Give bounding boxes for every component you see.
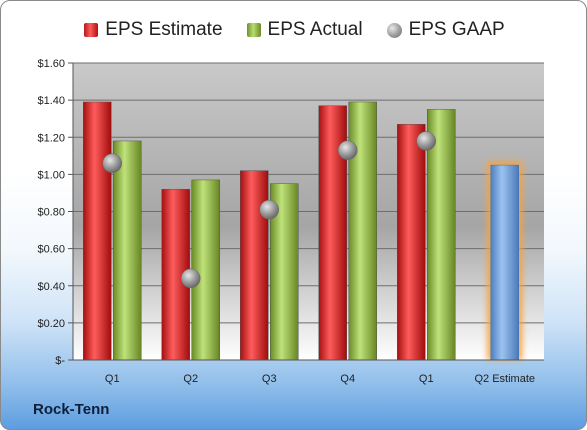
y-tick-label: $- (55, 355, 65, 367)
legend-label-eps-gaap: EPS GAAP (408, 19, 505, 40)
bar-eps-actual (191, 179, 220, 361)
point-eps-gaap (181, 268, 201, 289)
legend-item-eps-estimate: EPS Estimate (84, 19, 223, 41)
x-tick-label: Q3 (262, 373, 277, 385)
point-eps-gaap (416, 131, 436, 151)
y-tick-label: $1.00 (37, 169, 65, 181)
x-axis-ticks: Q1 Q2 Q3 Q4 Q1 Q2 Estimate (73, 359, 544, 385)
point-eps-gaap (259, 199, 279, 220)
x-tick-label: Q2 (183, 373, 198, 385)
y-tick-label: $0.20 (37, 318, 65, 330)
bar-eps-estimate (240, 170, 269, 361)
legend-swatch-eps-estimate (84, 23, 99, 37)
bar-eps-actual (348, 101, 377, 361)
bar-eps-actual (113, 140, 142, 361)
legend-item-eps-gaap: EPS GAAP (386, 19, 505, 41)
company-name: Rock-Tenn (33, 401, 110, 418)
point-eps-gaap (102, 153, 122, 173)
x-tick-label: Q1 (105, 373, 120, 385)
x-tick-label: Q4 (340, 373, 355, 385)
legend-item-eps-actual: EPS Actual (246, 19, 363, 41)
y-tick-label: $1.40 (37, 95, 65, 107)
y-tick-label: $0.60 (37, 244, 65, 256)
x-tick-label: Q1 (419, 373, 434, 385)
legend-label-eps-estimate: EPS Estimate (105, 19, 223, 40)
bar-eps-actual (427, 109, 456, 361)
point-eps-gaap (338, 140, 358, 160)
bar-eps-estimate (83, 101, 112, 361)
legend: EPS Estimate EPS Actual EPS GAAP (1, 15, 586, 45)
legend-swatch-eps-actual (246, 23, 261, 37)
legend-swatch-eps-gaap (386, 22, 402, 38)
y-axis-ticks: $- $0.20 $0.40 $0.60 $0.80 $1.00 $1.20 $1.40 $1.… (37, 58, 74, 367)
bar-eps-estimate (397, 124, 426, 361)
y-tick-label: $1.60 (37, 58, 65, 70)
y-tick-label: $0.80 (37, 207, 65, 219)
legend-label-eps-actual: EPS Actual (267, 19, 363, 40)
y-tick-label: $0.40 (37, 281, 65, 293)
bar-eps-estimate-future (490, 164, 519, 361)
y-tick-label: $1.20 (37, 132, 65, 144)
x-tick-label: Q2 Estimate (474, 373, 535, 385)
gaap-points (102, 131, 436, 289)
